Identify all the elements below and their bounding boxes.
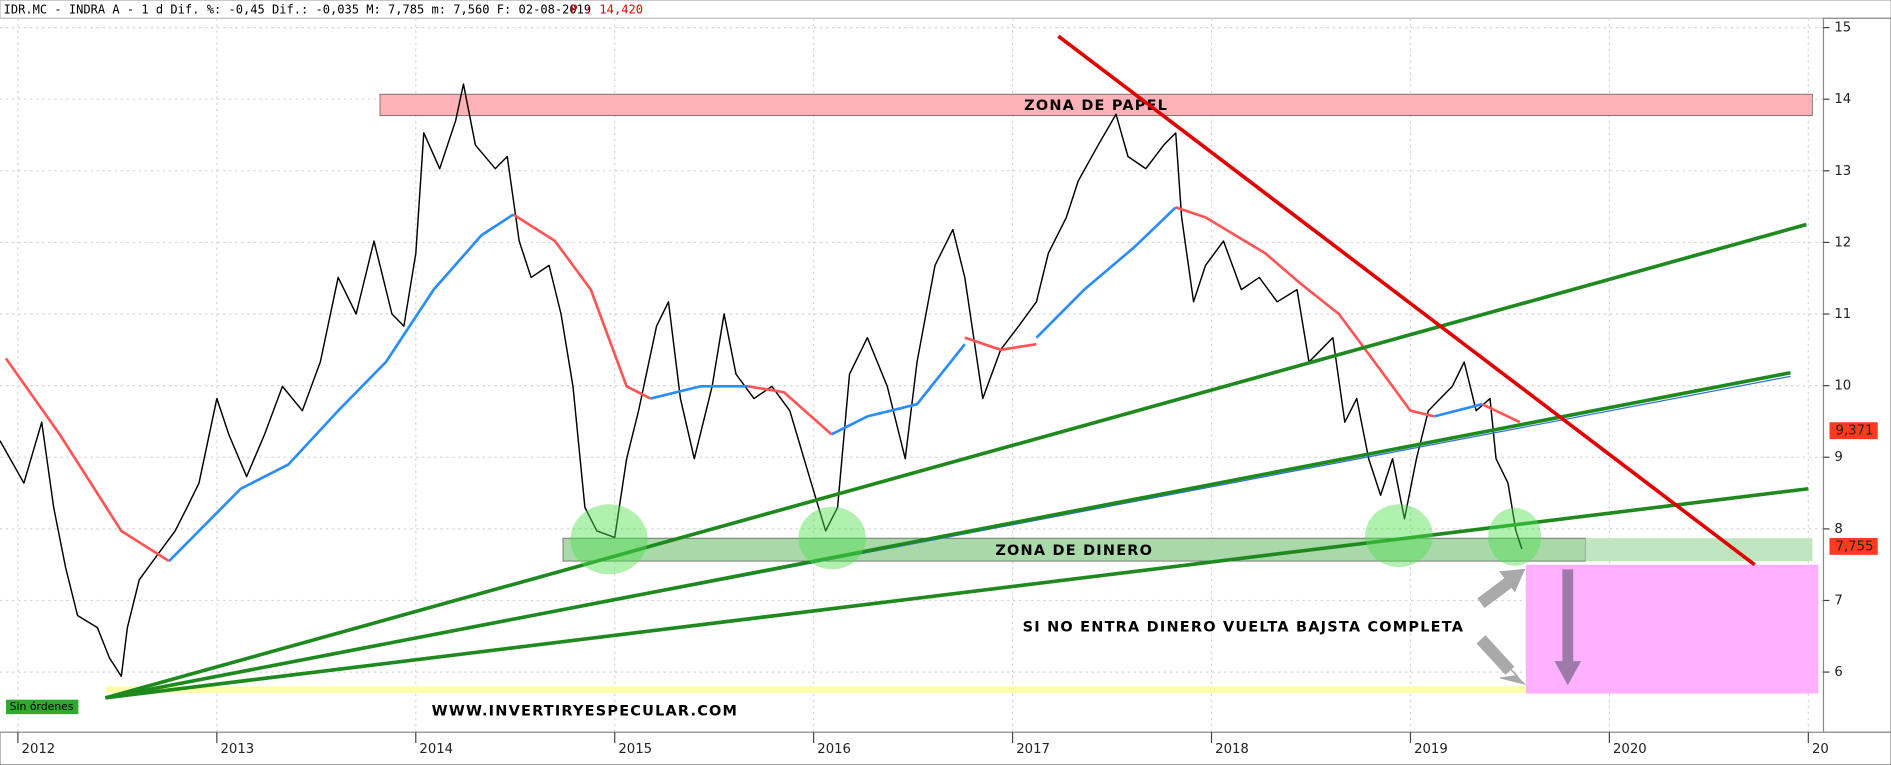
zone bbox=[379, 93, 1813, 117]
y-tick-label: 11 bbox=[1834, 307, 1851, 322]
y-tick-label: 6 bbox=[1834, 665, 1842, 680]
y-tick-label: 13 bbox=[1834, 164, 1851, 179]
y-tick-label: 14 bbox=[1834, 92, 1851, 107]
y-tick-label: 9 bbox=[1834, 450, 1842, 465]
x-tick-label: 2014 bbox=[419, 742, 453, 757]
x-tick-label: 2018 bbox=[1215, 742, 1249, 757]
trend-line bbox=[105, 486, 1809, 700]
x-tick-label: 2020 bbox=[1613, 742, 1647, 757]
arrows bbox=[1476, 568, 1582, 686]
x-tick-label: 2019 bbox=[1414, 742, 1448, 757]
arrow-head bbox=[1500, 660, 1527, 686]
status-text: Sin órdenes bbox=[10, 700, 74, 713]
price-tag-label: 7,755 bbox=[1836, 539, 1874, 554]
highlight-circle bbox=[798, 506, 866, 570]
arrow bbox=[1477, 576, 1514, 609]
y-axis-panel bbox=[1822, 17, 1891, 733]
zone bbox=[105, 686, 1526, 693]
y-tick-label: 10 bbox=[1834, 379, 1851, 394]
x-tick-label: 2016 bbox=[817, 742, 851, 757]
x-tick-label: 20 bbox=[1812, 742, 1829, 757]
highlight-circle bbox=[1365, 504, 1433, 568]
title-note: P : 14,420 bbox=[570, 2, 643, 16]
highlight-circle bbox=[570, 504, 648, 575]
trend-line bbox=[1057, 34, 1756, 567]
price-line bbox=[0, 83, 1523, 678]
y-tick-label: 7 bbox=[1834, 593, 1842, 608]
highlight-circle bbox=[1488, 507, 1542, 566]
annotation: SI NO ENTRA DINERO VUELTA BAJSTA COMPLET… bbox=[1023, 619, 1464, 635]
zone-label: ZONA DE PAPEL bbox=[1024, 98, 1168, 114]
zones: ZONA DE PAPEL ZONA DE DINERO bbox=[105, 93, 1819, 694]
header-bar bbox=[0, 0, 1891, 19]
x-tick-label: 2017 bbox=[1016, 742, 1050, 757]
y-tick-label: 15 bbox=[1834, 21, 1851, 36]
price-tag bbox=[1829, 537, 1878, 555]
x-tick-label: 2013 bbox=[220, 742, 254, 757]
trend-line bbox=[105, 370, 1791, 700]
status-badge bbox=[6, 699, 79, 715]
x-tick-label: 2012 bbox=[22, 742, 56, 757]
trend-line bbox=[104, 222, 1807, 700]
price-line bbox=[4, 206, 1521, 563]
plot bbox=[0, 34, 1809, 700]
arrow-head bbox=[1554, 661, 1582, 686]
y-tick-label: 12 bbox=[1834, 235, 1851, 250]
price-tag-label: 9,371 bbox=[1836, 424, 1874, 439]
arrow-head bbox=[1499, 568, 1526, 593]
zone bbox=[1585, 538, 1813, 562]
axes: 6 7 8 9 10 11 12 13 14 15 2012 2013 2014 2015 2016 2017… bbox=[0, 17, 1891, 765]
x-tick-label: 2015 bbox=[618, 742, 652, 757]
y-tick-label: 8 bbox=[1834, 522, 1842, 537]
annotation: WWW.INVERTIRYESPECULAR.COM bbox=[432, 704, 739, 720]
chart-title: IDR.MC - INDRA A - 1 d Dif. %: -0,45 Dif… bbox=[4, 2, 591, 16]
highlights bbox=[570, 504, 1542, 575]
arrow bbox=[1476, 635, 1515, 675]
price-line bbox=[168, 206, 1483, 563]
x-axis-panel bbox=[0, 731, 1891, 765]
price-tag bbox=[1829, 422, 1878, 440]
zone-label: ZONA DE DINERO bbox=[995, 543, 1153, 559]
